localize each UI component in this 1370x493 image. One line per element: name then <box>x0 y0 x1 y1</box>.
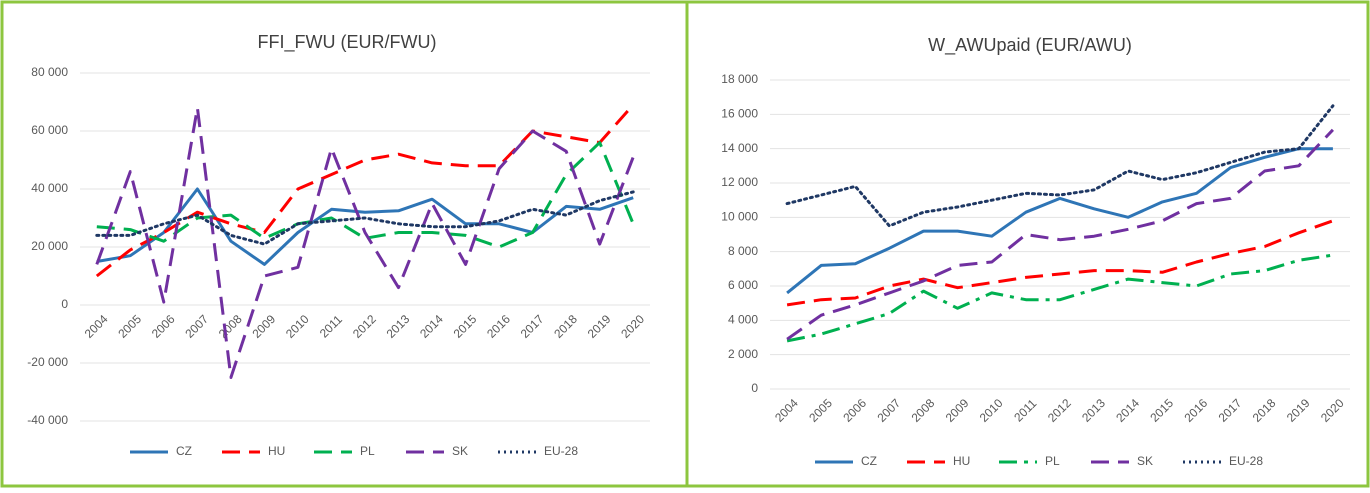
legend-label: PL <box>360 444 375 458</box>
x-tick-label: 2012 <box>350 312 379 341</box>
x-tick-label: 2014 <box>417 312 446 341</box>
y-tick-label: 20 000 <box>31 239 68 253</box>
x-tick-label: 2013 <box>1079 396 1108 425</box>
series-line <box>785 104 1335 228</box>
y-tick-label: 4 000 <box>728 313 758 327</box>
x-tick-label: 2015 <box>1147 396 1176 425</box>
x-tick-label: 2005 <box>115 312 144 341</box>
x-tick-label: 2008 <box>909 396 938 425</box>
x-tick-label: 2006 <box>840 396 869 425</box>
legend-label: EU-28 <box>1229 454 1263 468</box>
y-tick-label: 6 000 <box>728 278 758 292</box>
series-line <box>786 253 1334 343</box>
y-tick-label: 40 000 <box>31 181 68 195</box>
series-line <box>95 190 635 246</box>
x-tick-label: 2011 <box>317 312 345 340</box>
series-line <box>95 106 635 379</box>
legend-label: CZ <box>861 454 877 468</box>
x-tick-label: 2019 <box>585 312 614 341</box>
x-tick-label: 2012 <box>1045 396 1074 425</box>
chart-title: W_AWUpaid (EUR/AWU) <box>928 35 1132 56</box>
x-tick-label: 2009 <box>249 312 278 341</box>
y-tick-label: 2 000 <box>728 347 758 361</box>
x-tick-label: 2004 <box>82 312 111 341</box>
x-tick-label: 2010 <box>283 312 312 341</box>
chart-title: FFI_FWU (EUR/FWU) <box>258 32 437 53</box>
legend-label: SK <box>1137 454 1153 468</box>
x-tick-label: 2011 <box>1011 396 1039 424</box>
x-tick-label: 2018 <box>1250 396 1279 425</box>
y-tick-label: 12 000 <box>721 175 758 189</box>
legend-label: EU-28 <box>544 444 578 458</box>
series-line <box>95 103 635 278</box>
x-tick-label: 2004 <box>772 396 801 425</box>
y-tick-label: 8 000 <box>728 244 758 258</box>
x-tick-label: 2005 <box>806 396 835 425</box>
series-line <box>96 187 634 266</box>
y-tick-label: 18 000 <box>721 72 758 86</box>
y-tick-label: 0 <box>61 297 68 311</box>
x-tick-label: 2006 <box>149 312 178 341</box>
x-tick-label: 2013 <box>384 312 413 341</box>
x-tick-label: 2016 <box>484 312 513 341</box>
x-tick-label: 2010 <box>977 396 1006 425</box>
series-line <box>786 147 1333 295</box>
y-tick-label: 80 000 <box>31 65 68 79</box>
series-line <box>786 219 1334 307</box>
x-tick-label: 2017 <box>1216 396 1245 425</box>
legend-label: PL <box>1045 454 1060 468</box>
legend-label: HU <box>953 454 970 468</box>
x-tick-label: 2020 <box>618 312 647 341</box>
x-tick-label: 2015 <box>451 312 480 341</box>
x-tick-label: 2019 <box>1284 396 1313 425</box>
x-tick-label: 2009 <box>943 396 972 425</box>
y-tick-label: 60 000 <box>31 123 68 137</box>
x-tick-label: 2007 <box>874 396 903 425</box>
y-tick-label: 0 <box>751 381 758 395</box>
y-tick-label: -40 000 <box>27 413 68 427</box>
y-tick-label: 16 000 <box>721 107 758 121</box>
x-tick-label: 2018 <box>551 312 580 341</box>
series-line <box>96 141 635 249</box>
legend-label: HU <box>268 444 285 458</box>
x-tick-label: 2020 <box>1318 396 1347 425</box>
x-tick-label: 2017 <box>518 312 547 341</box>
y-tick-label: -20 000 <box>27 355 68 369</box>
y-tick-label: 10 000 <box>721 210 758 224</box>
y-tick-label: 14 000 <box>721 141 758 155</box>
series-line <box>786 128 1334 341</box>
legend-label: SK <box>452 444 468 458</box>
x-tick-label: 2016 <box>1181 396 1210 425</box>
x-tick-label: 2007 <box>182 312 211 341</box>
legend-label: CZ <box>176 444 192 458</box>
x-tick-label: 2008 <box>216 312 245 341</box>
x-tick-label: 2014 <box>1113 396 1142 425</box>
